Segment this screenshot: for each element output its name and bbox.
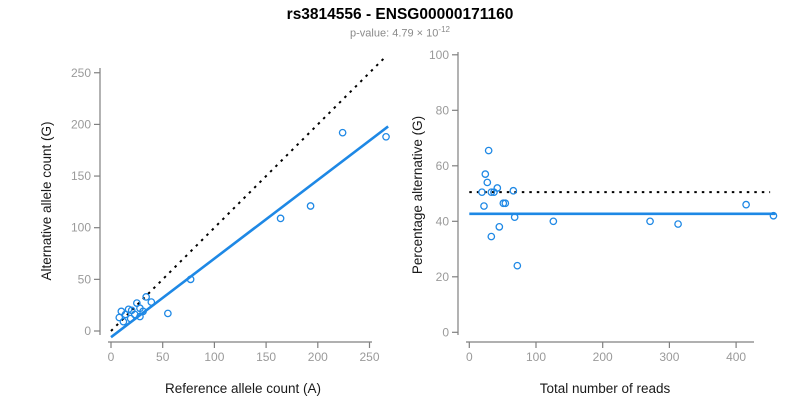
figure-header: rs3814556 - ENSG00000171160 p-value: 4.7…	[0, 0, 800, 41]
data-point	[126, 314, 135, 323]
y-tick-label: 100	[429, 48, 449, 62]
x-tick-label: 0	[108, 350, 115, 364]
data-point	[306, 202, 315, 210]
figure-title: rs3814556 - ENSG00000171160	[286, 6, 514, 23]
data-point	[186, 275, 195, 284]
y-tick-label: 60	[436, 159, 450, 173]
data-point	[338, 128, 347, 137]
regression-line	[110, 125, 389, 339]
x-axis-title: Reference allele count (A)	[165, 381, 321, 396]
data-point	[478, 188, 486, 197]
y-tick-label: 0	[442, 325, 449, 339]
y-axis: 0 20 40 60 80 100 Percentage alternative (G)	[410, 48, 459, 339]
data-point	[483, 178, 492, 187]
data-point	[164, 309, 172, 318]
y-tick-label: 20	[436, 270, 450, 284]
x-tick-label: 300	[659, 350, 679, 364]
y-axis: 0 50 100 150 200 250 Alternative allele count …	[39, 66, 101, 338]
data-points	[115, 128, 390, 326]
data-point	[487, 188, 496, 197]
data-point	[501, 199, 510, 208]
data-point	[484, 146, 493, 155]
data-points	[478, 146, 778, 270]
percentage-plot: 0 100 200 300 400 Total number of reads 0 20 40 6…	[400, 40, 800, 400]
y-tick-label: 0	[84, 324, 91, 338]
x-tick-label: 200	[593, 350, 613, 364]
identity-line	[110, 55, 387, 332]
data-point	[646, 217, 654, 226]
data-point	[276, 214, 285, 223]
y-tick-label: 200	[71, 117, 91, 131]
reference-lines	[469, 191, 776, 216]
x-tick-label: 100	[204, 350, 224, 364]
pvalue-exponent: -12	[438, 24, 450, 34]
data-point	[382, 132, 390, 141]
y-tick-label: 150	[71, 169, 91, 183]
percentage-svg: 0 100 200 300 400 Total number of reads 0 20 40 6…	[410, 48, 778, 396]
data-point	[742, 200, 750, 209]
data-point	[115, 313, 124, 322]
x-axis: 0 50 100 150 200 250 Reference allele count (A…	[108, 341, 380, 396]
allele-count-plot: 0 50 100 150 200 250 Reference allele count (A…	[0, 40, 400, 400]
data-point	[490, 188, 498, 197]
x-tick-label: 400	[726, 350, 746, 364]
y-tick-label: 100	[71, 221, 91, 235]
data-point	[495, 223, 504, 231]
data-point	[139, 307, 147, 316]
data-point	[147, 298, 156, 306]
data-point	[480, 202, 488, 210]
data-point	[674, 220, 682, 228]
y-tick-label: 250	[71, 66, 91, 80]
allele-count-svg: 0 50 100 150 200 250 Reference allele count (A…	[39, 55, 390, 396]
y-tick-label: 50	[78, 272, 92, 286]
x-tick-label: 0	[466, 350, 473, 364]
x-axis-title: Total number of reads	[540, 381, 671, 396]
data-point	[769, 211, 778, 220]
x-tick-label: 50	[156, 350, 170, 364]
x-tick-label: 200	[308, 350, 328, 364]
x-tick-label: 100	[526, 350, 546, 364]
data-point	[549, 217, 558, 226]
data-point	[481, 170, 490, 178]
pvalue-subtitle: p-value: 4.79 × 10-12	[0, 25, 800, 41]
pvalue-text: p-value: 4.79 × 10	[350, 27, 439, 40]
y-axis-title: Alternative allele count (G)	[39, 121, 54, 280]
y-tick-label: 40	[436, 214, 450, 228]
data-point	[513, 261, 522, 270]
data-point	[142, 293, 151, 301]
data-point	[509, 186, 518, 195]
plots-row: 0 50 100 150 200 250 Reference allele count (A…	[0, 40, 800, 400]
data-point	[487, 232, 496, 241]
x-axis: 0 100 200 300 400 Total number of reads	[466, 341, 754, 396]
y-axis-title: Percentage alternative (G)	[410, 116, 425, 274]
y-tick-label: 80	[436, 103, 450, 117]
data-point	[119, 317, 128, 326]
x-tick-label: 250	[359, 350, 379, 364]
x-tick-label: 150	[256, 350, 276, 364]
data-point	[510, 213, 519, 221]
reference-lines	[110, 55, 389, 339]
